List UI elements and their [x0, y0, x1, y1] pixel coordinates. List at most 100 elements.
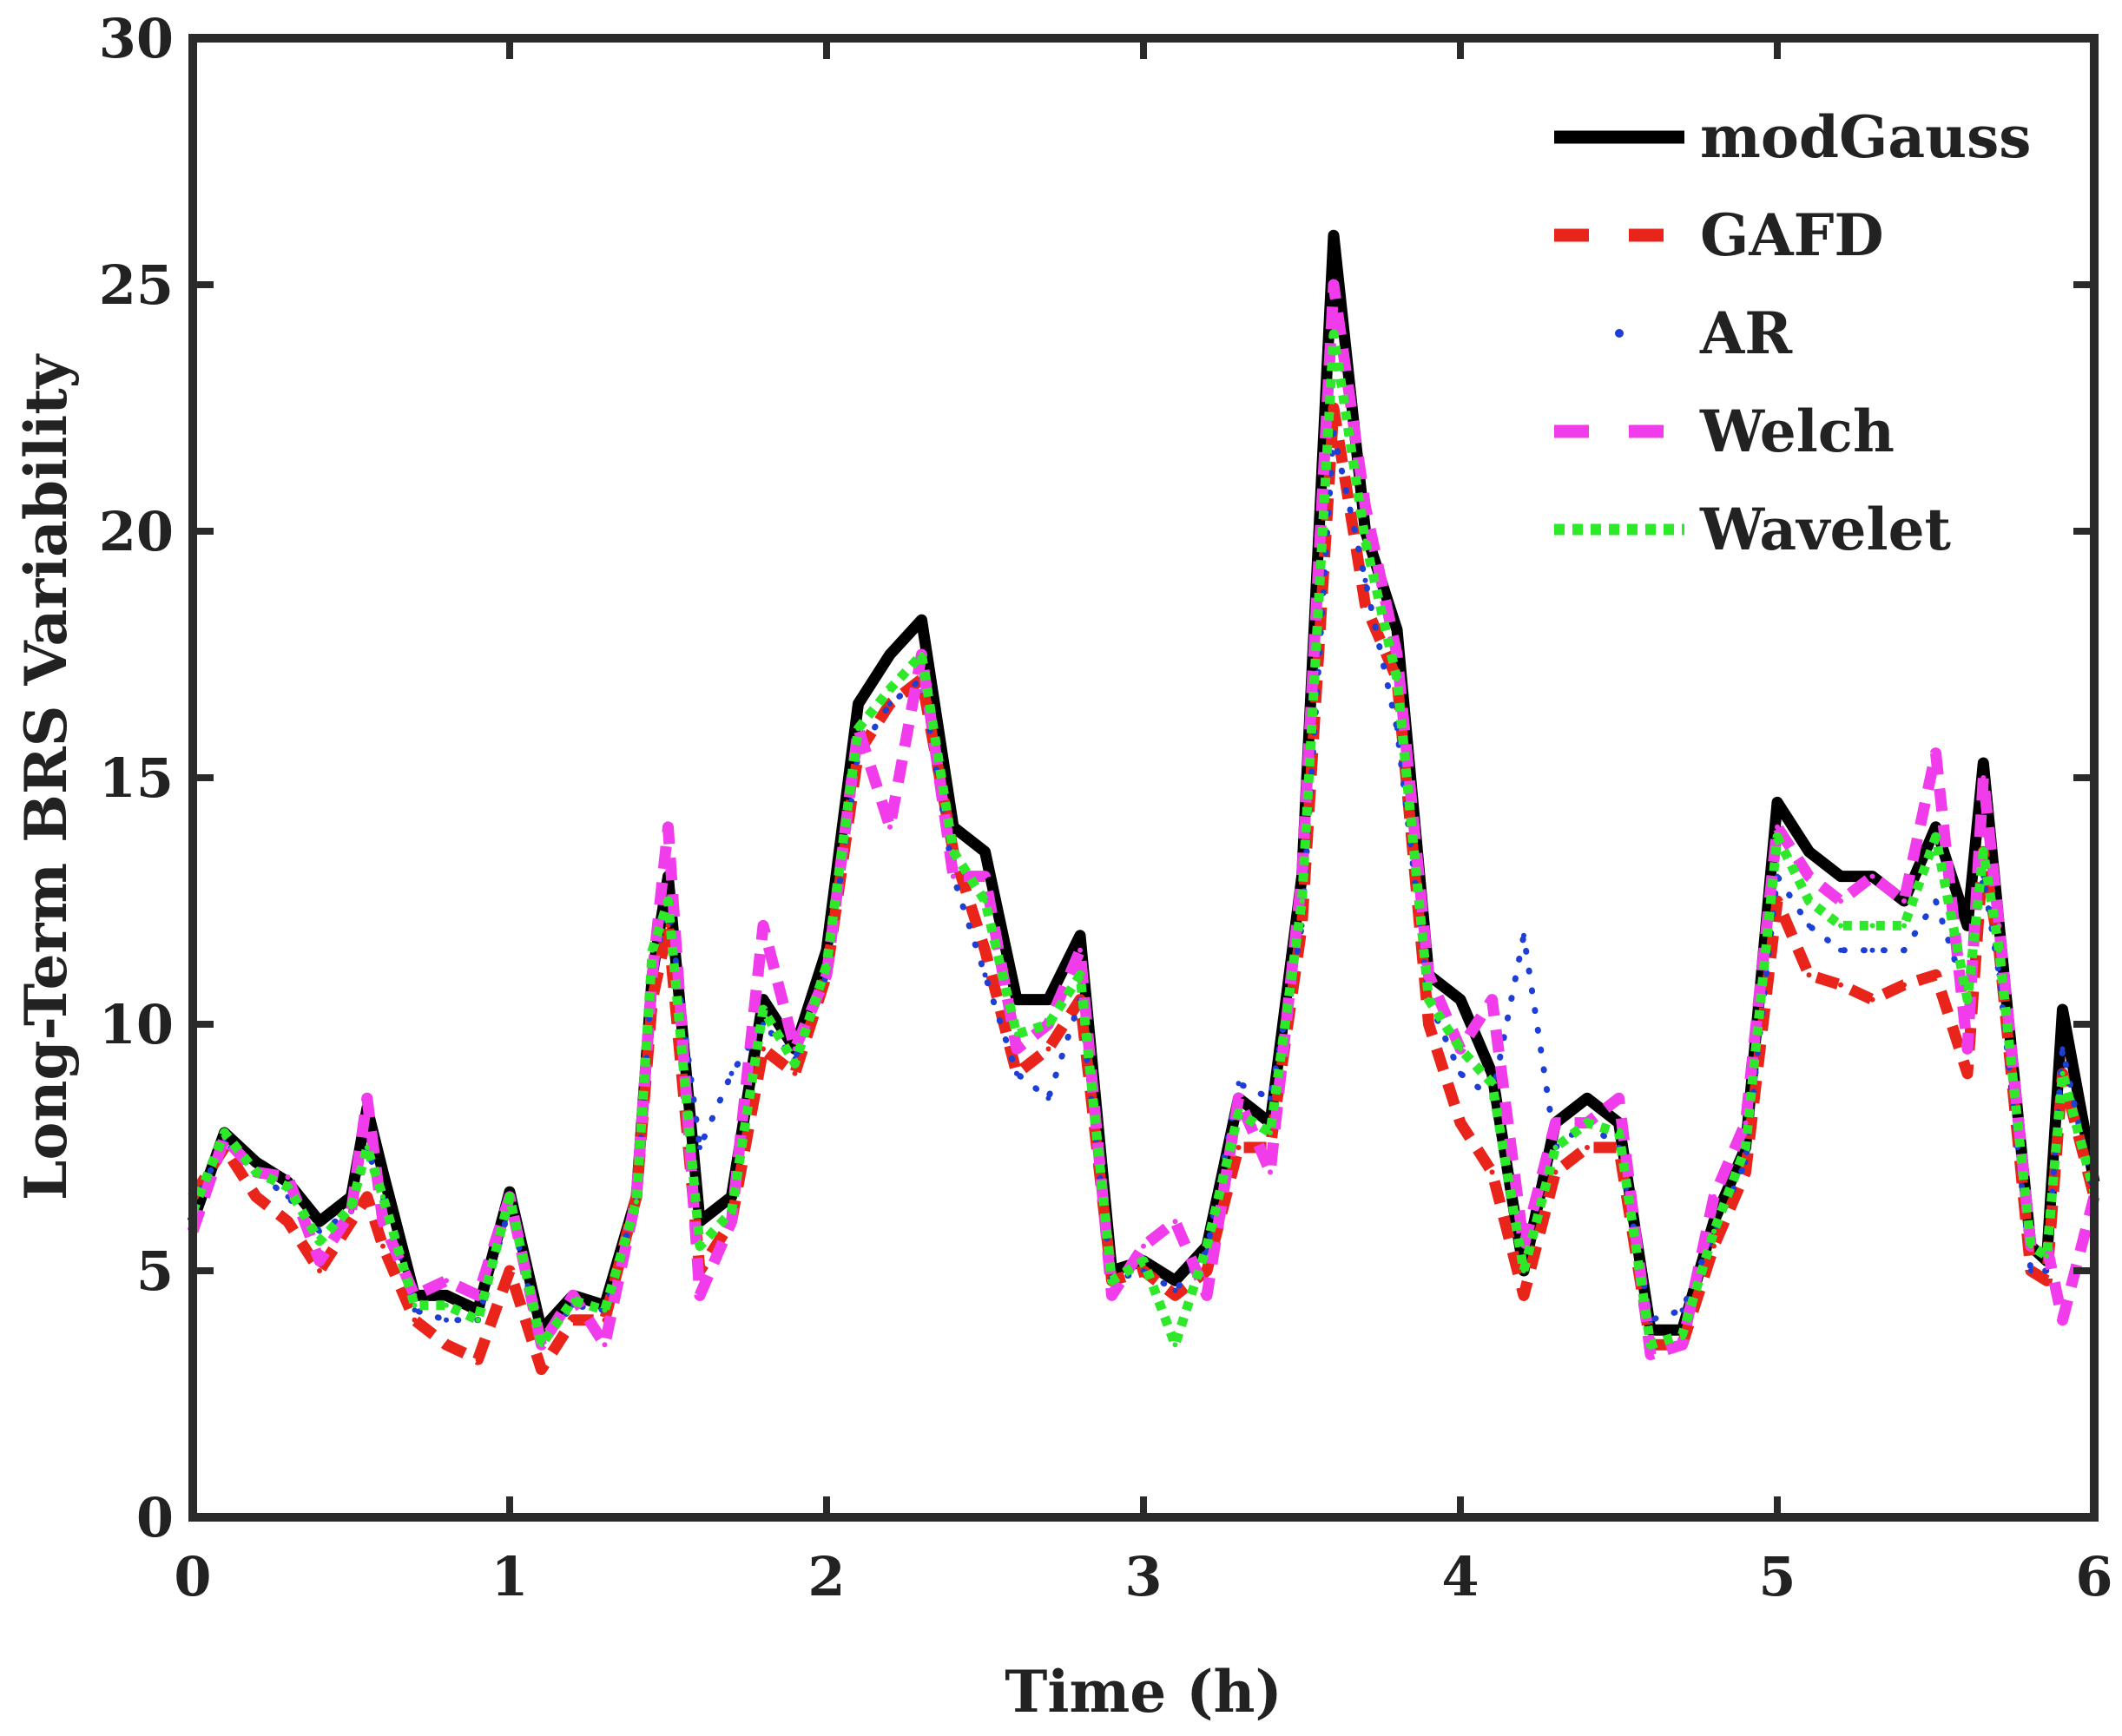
data-point-gafd [444, 1342, 449, 1348]
data-point-gafd [364, 1194, 370, 1200]
legend-item: modGauss [1554, 103, 2031, 171]
data-point-welch [1489, 996, 1495, 1003]
legend-swatch [1615, 329, 1624, 338]
data-point-gafd [792, 1070, 798, 1076]
data-point-ar [1838, 947, 1843, 953]
data-point-modgauss [1980, 760, 1987, 766]
y-tick-label: 10 [99, 993, 174, 1056]
data-point-wavelet [1458, 1046, 1463, 1052]
data-point-welch [1679, 1342, 1685, 1348]
data-point-ar [1458, 1070, 1463, 1076]
data-point-welch [1933, 750, 1939, 756]
legend-label: modGauss [1700, 103, 2031, 171]
data-point-modgauss [855, 700, 861, 707]
data-point-ar [1521, 932, 1526, 938]
data-point-wavelet [444, 1302, 449, 1308]
data-point-wavelet [919, 652, 925, 657]
legend-label: Welch [1699, 398, 1895, 465]
data-point-modgauss [2059, 1007, 2066, 1012]
data-point-wavelet [1204, 1243, 1209, 1249]
data-point-wavelet [348, 1204, 354, 1210]
data-point-wavelet [1806, 898, 1812, 904]
data-point-wavelet [570, 1298, 576, 1304]
data-point-wavelet [982, 898, 988, 904]
data-point-wavelet [1299, 898, 1305, 904]
data-point-gafd [1585, 1145, 1590, 1150]
data-point-gafd [285, 1219, 291, 1225]
data-point-gafd [380, 1243, 386, 1249]
data-point-ar [2059, 1046, 2066, 1052]
data-point-modgauss [982, 849, 988, 855]
data-point-wavelet [1869, 923, 1875, 929]
x-tick-label: 6 [2075, 1545, 2112, 1608]
data-point-welch [982, 873, 988, 879]
data-point-gafd [348, 1219, 354, 1225]
data-point-gafd [1521, 1292, 1526, 1299]
data-point-wavelet [1838, 923, 1843, 929]
data-point-wavelet [221, 1130, 227, 1135]
y-tick-label: 0 [136, 1486, 174, 1549]
legend-item: Welch [1554, 398, 1895, 465]
data-point-gafd [1458, 1120, 1463, 1126]
data-point-modgauss [1489, 1070, 1495, 1076]
data-point-welch [665, 824, 671, 830]
data-point-welch [1236, 1095, 1242, 1101]
data-point-gafd [1172, 1292, 1178, 1299]
data-point-gafd [1775, 898, 1780, 904]
data-point-welch [761, 923, 766, 929]
data-point-welch [1806, 873, 1812, 879]
data-point-ar [1172, 1287, 1178, 1293]
data-point-ar [1933, 898, 1939, 904]
data-point-ar [1236, 1081, 1242, 1087]
series-line-wavelet [188, 329, 2099, 1350]
data-point-welch [1077, 947, 1083, 953]
data-point-wavelet [1552, 1145, 1559, 1150]
data-point-wavelet [1045, 1022, 1051, 1027]
data-point-wavelet [2028, 1243, 2033, 1249]
series-layer [187, 229, 2100, 1376]
data-point-ar [697, 1145, 702, 1150]
data-point-gafd [1489, 1169, 1495, 1175]
data-point-modgauss [1172, 1278, 1178, 1284]
data-point-welch [348, 1208, 354, 1214]
data-point-welch [1552, 1120, 1559, 1126]
data-point-modgauss [1014, 996, 1019, 1003]
data-point-welch [728, 1219, 735, 1225]
x-tick-label: 3 [1124, 1545, 1162, 1608]
data-point-wavelet [1965, 996, 1970, 1003]
data-point-gafd [1933, 972, 1939, 978]
legend-item: GAFD [1554, 201, 1884, 269]
data-point-gafd [1965, 1070, 1970, 1076]
legend-label: GAFD [1700, 201, 1884, 269]
y-tick-label: 25 [99, 253, 174, 317]
data-point-wavelet [1585, 1120, 1590, 1126]
data-point-gafd [1331, 405, 1336, 411]
data-point-welch [1616, 1095, 1622, 1101]
data-point-gafd [1204, 1268, 1209, 1273]
data-point-modgauss [919, 617, 925, 623]
data-point-modgauss [444, 1292, 449, 1299]
data-point-wavelet [1172, 1342, 1178, 1348]
data-point-modgauss [887, 652, 893, 657]
data-point-welch [1743, 1120, 1749, 1126]
data-point-wavelet [761, 1007, 766, 1012]
data-point-welch [1109, 1292, 1115, 1299]
data-point-ar [1014, 1070, 1019, 1076]
data-point-modgauss [1458, 996, 1463, 1003]
x-tick-label: 5 [1758, 1545, 1796, 1608]
data-point-welch [1362, 503, 1368, 510]
legend-label: AR [1699, 299, 1793, 367]
data-point-ar [412, 1307, 418, 1313]
data-point-gafd [1869, 996, 1875, 1003]
data-point-wavelet [728, 1208, 735, 1214]
data-point-wavelet [1901, 923, 1907, 929]
data-point-modgauss [1806, 849, 1812, 855]
data-point-wavelet [634, 1199, 639, 1205]
data-point-wavelet [285, 1184, 291, 1190]
data-point-gafd [1806, 972, 1812, 978]
data-point-modgauss [1775, 799, 1780, 806]
data-point-wavelet [824, 962, 829, 968]
data-point-welch [887, 824, 893, 830]
data-point-gafd [1838, 982, 1843, 988]
